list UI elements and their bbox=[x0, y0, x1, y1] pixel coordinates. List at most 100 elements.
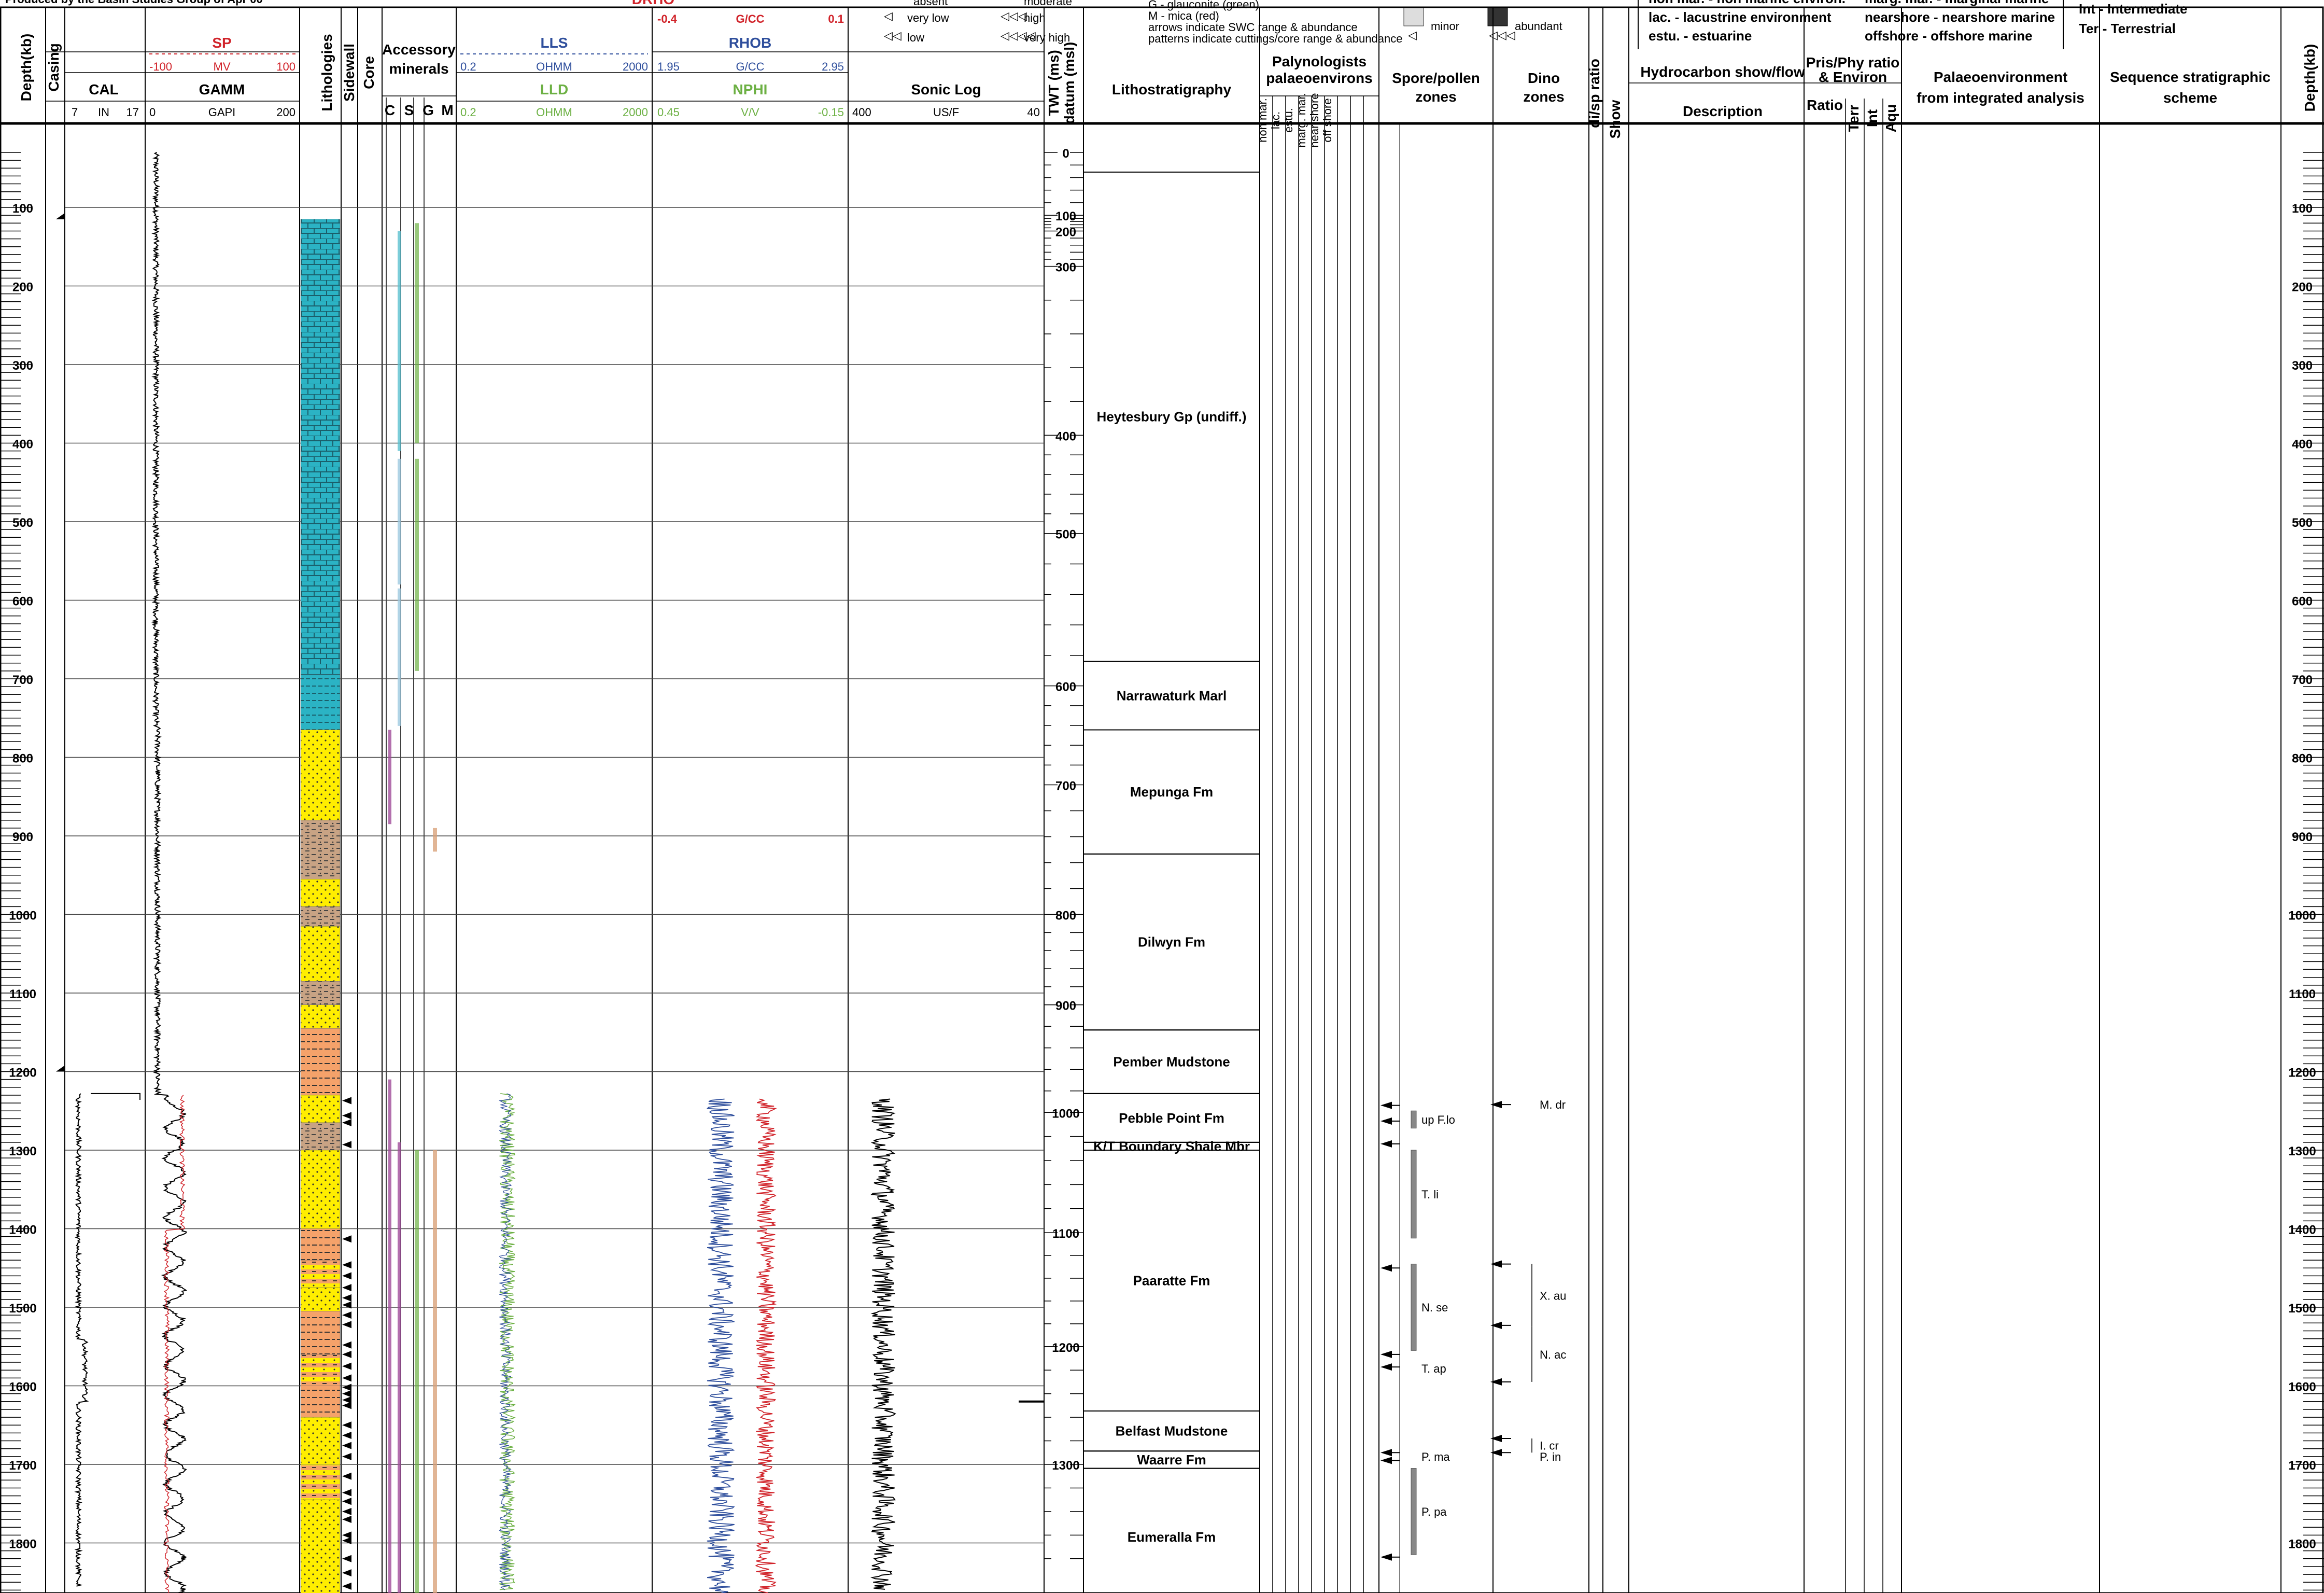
spore-arrow bbox=[1381, 1363, 1392, 1371]
lithology-mudstone bbox=[300, 1311, 341, 1355]
lithology-mudstone bbox=[300, 1386, 341, 1418]
lithology-sand bbox=[300, 1095, 341, 1123]
spore-arrow bbox=[1381, 1553, 1392, 1561]
formation-6: K/T Boundary Shale Mbr bbox=[1093, 1138, 1250, 1154]
twt-label: 1000 bbox=[1052, 1107, 1079, 1121]
depth-label-right: 300 bbox=[2292, 359, 2313, 373]
palyno-header-2: palaeoenvirons bbox=[1266, 70, 1372, 86]
lithology-sand bbox=[300, 879, 341, 907]
cal-top bbox=[91, 1093, 140, 1100]
depth-label-right: 1300 bbox=[2288, 1144, 2316, 1158]
rhob-max: 2.95 bbox=[822, 60, 844, 73]
gamm-min: 0 bbox=[149, 106, 156, 119]
formation-3: Dilwyn Fm bbox=[1138, 934, 1205, 950]
depth-label: 1200 bbox=[9, 1066, 36, 1080]
palaeoenv-header-2: from integrated analysis bbox=[1917, 90, 2084, 106]
swc-arrow bbox=[342, 1284, 351, 1292]
lithostratigraphy-header: Lithostratigraphy bbox=[1112, 81, 1232, 97]
lld-max: 2000 bbox=[623, 106, 648, 119]
dino-zone-0: M. dr bbox=[1540, 1098, 1566, 1111]
twt-label: 300 bbox=[1055, 261, 1076, 275]
palyno-col: lac. bbox=[1269, 111, 1282, 129]
spore-header-2: zones bbox=[1415, 89, 1456, 105]
formation-1: Narrawaturk Marl bbox=[1117, 688, 1227, 704]
depth-label: 1500 bbox=[9, 1302, 36, 1316]
legend-arrow-glyph: ◁◁◁◁ bbox=[1001, 29, 1036, 42]
depth-label-right: 1600 bbox=[2288, 1380, 2316, 1394]
depth-label-right: 1200 bbox=[2288, 1066, 2316, 1080]
swc-arrow bbox=[342, 1431, 351, 1439]
sonic-max: 40 bbox=[1027, 106, 1040, 119]
legend-abundant-arrow: ◁◁◁ bbox=[1489, 29, 1515, 41]
twt-label: 200 bbox=[1055, 225, 1076, 239]
lls-unit: OHMM bbox=[536, 60, 572, 73]
spore-arrow bbox=[1381, 1117, 1392, 1125]
gamm-curve bbox=[151, 152, 188, 1593]
spore-zone-3: T. ap bbox=[1421, 1362, 1446, 1375]
spore-arrow bbox=[1381, 1140, 1392, 1148]
dino-zone-2: N. ac bbox=[1540, 1348, 1566, 1361]
core-header: Core bbox=[361, 56, 377, 89]
spore-zone-bar bbox=[1411, 1468, 1417, 1555]
cal-name: CAL bbox=[89, 81, 119, 97]
swc-arrow bbox=[342, 1507, 351, 1515]
depth-header: Depth(kb) bbox=[18, 34, 34, 102]
swc-arrow bbox=[342, 1301, 351, 1309]
twt-label: 100 bbox=[1055, 209, 1076, 223]
drho-name: DRHO bbox=[632, 0, 674, 7]
palyno-col: off shore bbox=[1321, 98, 1334, 142]
lithology-sand bbox=[300, 730, 341, 820]
accessory-band bbox=[398, 588, 401, 726]
accessory-band bbox=[398, 1142, 401, 1593]
log-curves bbox=[74, 152, 1044, 1593]
legend-abundant-swatch bbox=[1487, 7, 1508, 26]
accessory-band bbox=[388, 730, 391, 825]
depth-label: 100 bbox=[12, 202, 33, 216]
palyno-header: Palynologists bbox=[1272, 53, 1367, 69]
legend-show-veryhigh: very high bbox=[1024, 31, 1070, 44]
twt-header-2: datum (msl) bbox=[1061, 42, 1077, 124]
accessory-band bbox=[398, 231, 401, 451]
lls-max: 2000 bbox=[623, 60, 648, 73]
casing-header: Casing bbox=[46, 43, 62, 91]
dino-arrow bbox=[1490, 1435, 1502, 1443]
accessory-band bbox=[388, 1079, 391, 1593]
palyno-col: marg. mar. bbox=[1295, 93, 1308, 147]
swc-arrow bbox=[342, 1384, 351, 1391]
seq-header: Sequence stratigraphic bbox=[2110, 69, 2271, 85]
legend-accessory-note: patterns indicate cuttings/core range & … bbox=[1148, 32, 1402, 45]
sonic-unit: US/F bbox=[933, 106, 959, 119]
nphi-max: -0.15 bbox=[818, 106, 844, 119]
legend-show-low: low bbox=[907, 31, 924, 44]
swc-arrow bbox=[342, 1294, 351, 1302]
rhob-curve bbox=[706, 1098, 735, 1593]
pris-col: Aqu bbox=[1883, 104, 1899, 132]
depth-label-right: 400 bbox=[2292, 438, 2313, 452]
gamm-unit: GAPI bbox=[208, 106, 236, 119]
swc-arrow bbox=[342, 1536, 351, 1544]
formation-5: Pebble Point Fm bbox=[1119, 1110, 1224, 1126]
nphi-name: NPHI bbox=[733, 81, 768, 97]
legend-show-moderate: moderate bbox=[1024, 0, 1072, 8]
glauconite-band bbox=[415, 458, 419, 671]
spore-header: Spore/pollen bbox=[1392, 70, 1480, 86]
legend-abundant: abundant bbox=[1515, 20, 1562, 33]
rhob-min: 1.95 bbox=[657, 60, 680, 73]
dino-zone-3: I. cr bbox=[1540, 1440, 1559, 1452]
depth-label: 1000 bbox=[9, 909, 36, 923]
lld-name: LLD bbox=[540, 81, 568, 97]
lithology-siltstone bbox=[300, 981, 341, 1005]
legend-accessory-note: arrows indicate SWC range & abundance bbox=[1148, 21, 1358, 34]
twt-label: 400 bbox=[1055, 429, 1076, 443]
lithology-mudstone bbox=[300, 1028, 341, 1096]
depth-label-right: 200 bbox=[2292, 281, 2313, 295]
swc-arrow bbox=[342, 1374, 351, 1382]
pris-ratio: Ratio bbox=[1807, 97, 1843, 113]
dino-header: Dino bbox=[1528, 70, 1560, 86]
legend-arrow-glyph: ◁ bbox=[884, 9, 893, 22]
top-note: Produced by the Basin Studies Group of A… bbox=[5, 0, 263, 6]
sidewall-header: Sidewall bbox=[341, 44, 357, 102]
formation-8: Belfast Mudstone bbox=[1116, 1423, 1228, 1439]
